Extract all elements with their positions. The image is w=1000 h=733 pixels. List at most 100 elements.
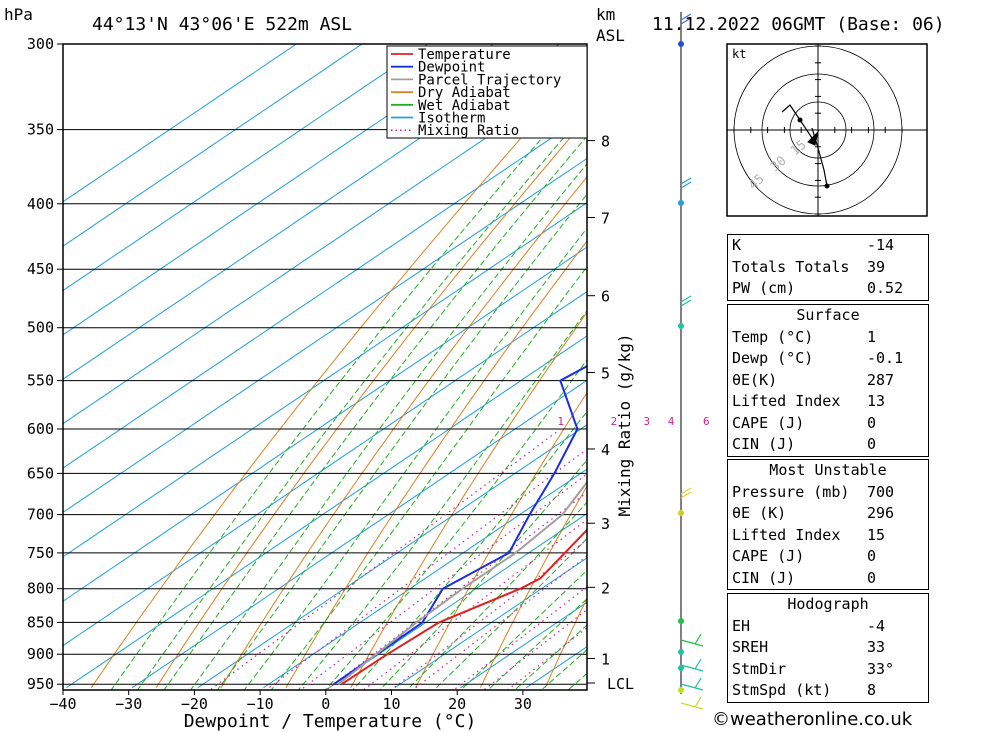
legend-label: Dewpoint bbox=[418, 60, 485, 76]
stat-label: Totals Totals bbox=[732, 257, 850, 276]
wind-level-dot bbox=[678, 618, 684, 624]
stat-label: θE(K) bbox=[732, 370, 778, 389]
stat-value: 1 bbox=[867, 327, 877, 346]
wind-level-dot bbox=[678, 323, 684, 329]
surface-title: Surface bbox=[796, 306, 860, 324]
index-row-pw: PW (cm) 0.52 bbox=[728, 278, 928, 300]
x-tick-label: 0 bbox=[321, 695, 330, 713]
isotherm-line bbox=[63, 246, 587, 602]
km-tick-label: 1 bbox=[601, 650, 610, 668]
parcel-trajectory-line bbox=[337, 480, 587, 685]
stat-value: 8 bbox=[867, 681, 877, 699]
wet-adiabat-line bbox=[136, 109, 587, 690]
wet-adiabat-line bbox=[163, 135, 587, 690]
mixing-ratio-line bbox=[209, 428, 562, 690]
stat-value: -0.1 bbox=[867, 349, 904, 367]
stat-value: 0 bbox=[867, 435, 877, 453]
stat-value: -4 bbox=[867, 616, 886, 635]
x-tick-label: −20 bbox=[181, 695, 208, 713]
stat-value: 296 bbox=[867, 504, 895, 522]
wind-profile bbox=[678, 12, 704, 710]
location-title: 44°13'N 43°06'E 522m ASL bbox=[92, 14, 352, 35]
mu-row: Pressure (mb) 700 bbox=[728, 482, 928, 504]
stat-value: 13 bbox=[867, 392, 886, 410]
wind-level-dot bbox=[678, 687, 684, 693]
stat-label: CIN (J) bbox=[732, 435, 796, 453]
wet-adiabat-line bbox=[379, 459, 587, 690]
mixing-ratio-line bbox=[265, 448, 587, 690]
mixing-ratio-lines bbox=[209, 428, 587, 690]
stat-value: -14 bbox=[867, 236, 895, 254]
hodo-row: StmSpd (kt) 8 bbox=[728, 680, 928, 702]
stat-label: Lifted Index bbox=[732, 392, 841, 410]
stat-label: K bbox=[732, 236, 742, 254]
pressure-tick-label: 450 bbox=[27, 260, 54, 278]
legend-label: Mixing Ratio bbox=[418, 123, 519, 139]
stat-label: CAPE (J) bbox=[732, 413, 805, 432]
isotherm-line bbox=[63, 69, 587, 425]
wet-adiabat-line bbox=[487, 598, 587, 690]
stat-label: CIN (J) bbox=[732, 568, 796, 587]
stat-value: 0 bbox=[867, 547, 877, 565]
lcl-label: LCL bbox=[607, 675, 634, 693]
stat-label: SREH bbox=[732, 638, 769, 656]
isotherm-line bbox=[63, 44, 560, 380]
hodograph-unit-label: kt bbox=[732, 47, 746, 61]
wind-barb bbox=[680, 177, 692, 189]
mixing-ratio-line bbox=[412, 555, 587, 690]
km-tick-label: 7 bbox=[601, 209, 610, 227]
temperature-line bbox=[341, 528, 587, 686]
wind-barb bbox=[680, 13, 692, 25]
wind-barb bbox=[680, 295, 692, 307]
dry-adiabat-line bbox=[479, 484, 587, 688]
x-tick-label: −10 bbox=[247, 695, 274, 713]
mixing-ratio-line bbox=[453, 586, 587, 690]
isotherm-line bbox=[328, 512, 587, 689]
copyright-link[interactable]: ©weatheronline.co.uk bbox=[712, 709, 913, 730]
wet-adiabat-line bbox=[270, 265, 587, 690]
stat-value: 700 bbox=[867, 482, 895, 501]
wind-level-dot bbox=[678, 665, 684, 671]
most-unstable-title: Most Unstable bbox=[769, 461, 887, 479]
x-tick-label: −30 bbox=[115, 695, 142, 713]
pressure-unit-label: hPa bbox=[4, 5, 33, 24]
isotherm-line bbox=[63, 113, 587, 469]
isotherm-line bbox=[197, 424, 587, 689]
pressure-tick-label: 600 bbox=[27, 420, 54, 438]
hodo-row: EH -4 bbox=[728, 616, 928, 638]
stat-value: 0 bbox=[867, 568, 877, 587]
wind-level-dot bbox=[678, 200, 684, 206]
km-tick-label: 8 bbox=[601, 133, 610, 151]
stat-label: Dewp (°C) bbox=[732, 349, 814, 367]
stat-value: 287 bbox=[867, 370, 895, 389]
legend-label: Wet Adiabat bbox=[418, 98, 511, 114]
wind-level-dot bbox=[678, 510, 684, 516]
wet-adiabat-line bbox=[110, 85, 587, 690]
stat-value: 0 bbox=[867, 413, 877, 432]
dry-adiabat-line bbox=[350, 311, 587, 688]
pressure-tick-label: 350 bbox=[27, 121, 54, 139]
dry-adiabat-line bbox=[155, 117, 587, 688]
x-tick-label: 20 bbox=[448, 695, 466, 713]
plot-frame bbox=[62, 43, 588, 691]
stat-label: EH bbox=[732, 616, 751, 635]
isotherm-line bbox=[460, 601, 587, 689]
stat-value: 33° bbox=[867, 659, 895, 678]
pressure-grid bbox=[57, 43, 587, 685]
wind-barb bbox=[680, 677, 704, 691]
most-unstable-panel: Most Unstable Pressure (mb) 700 θE (K) 296… bbox=[727, 459, 929, 590]
pressure-tick-label: 900 bbox=[27, 645, 54, 663]
surface-row: CIN (J) 0 bbox=[728, 434, 928, 456]
pressure-tick-label: 550 bbox=[27, 372, 54, 390]
hodo-row: StmDir 33° bbox=[728, 659, 928, 681]
wind-barb bbox=[680, 696, 704, 710]
stat-label: PW (cm) bbox=[732, 279, 796, 297]
wind-level-dot bbox=[678, 649, 684, 655]
legend-label: Isotherm bbox=[418, 111, 485, 127]
pressure-tick-label: 950 bbox=[27, 675, 54, 693]
pressure-tick-label: 400 bbox=[27, 195, 54, 213]
isotherm-line bbox=[63, 44, 363, 247]
isotherm-line bbox=[131, 379, 587, 689]
wet-adiabat-line bbox=[216, 193, 587, 690]
